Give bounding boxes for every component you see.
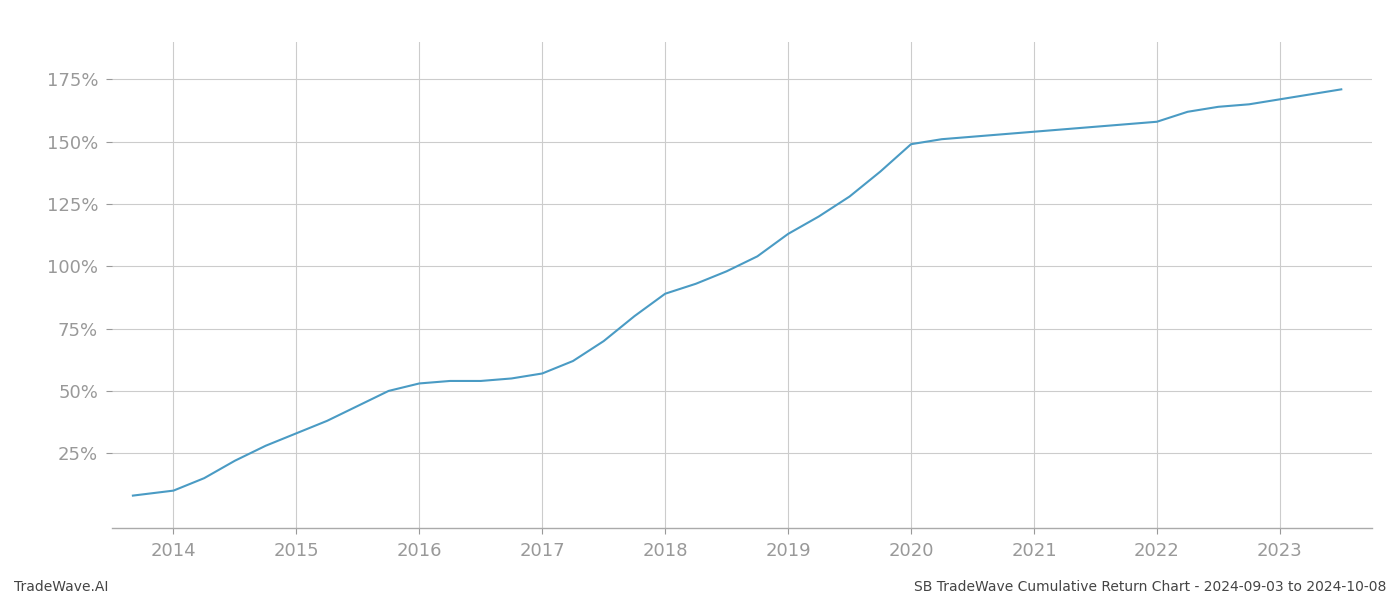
Text: SB TradeWave Cumulative Return Chart - 2024-09-03 to 2024-10-08: SB TradeWave Cumulative Return Chart - 2… <box>914 580 1386 594</box>
Text: TradeWave.AI: TradeWave.AI <box>14 580 108 594</box>
